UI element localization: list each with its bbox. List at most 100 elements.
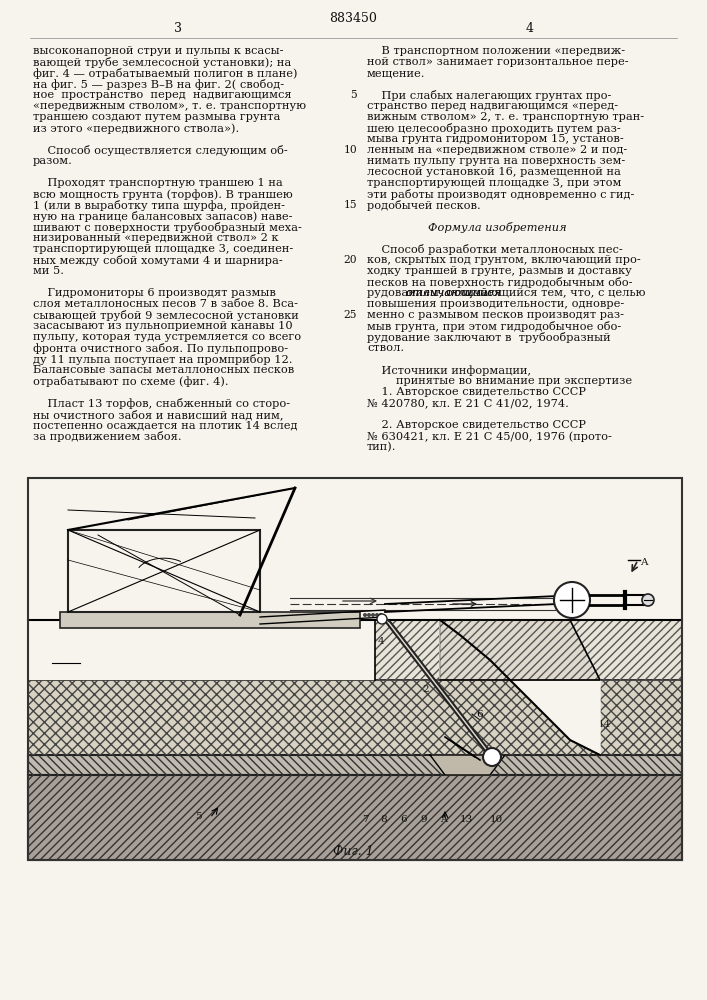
Text: лесосной установкой 16, размещенной на: лесосной установкой 16, размещенной на — [367, 167, 621, 177]
Text: Балансовые запасы металлоносных песков: Балансовые запасы металлоносных песков — [33, 365, 294, 375]
Text: 2. Авторское свидетельство СССР: 2. Авторское свидетельство СССР — [367, 420, 586, 430]
Text: рудованием, отличающийся тем, что, с целью: рудованием, отличающийся тем, что, с цел… — [367, 288, 645, 298]
Polygon shape — [440, 620, 600, 755]
Text: пульпу, которая туда устремляется со всего: пульпу, которая туда устремляется со все… — [33, 332, 301, 342]
Circle shape — [377, 614, 387, 624]
Text: 5: 5 — [363, 637, 370, 646]
Text: 20: 20 — [344, 255, 357, 265]
Text: 1. Авторское свидетельство СССР: 1. Авторское свидетельство СССР — [367, 387, 586, 397]
Text: Пласт 13 торфов, снабженный со сторо-: Пласт 13 торфов, снабженный со сторо- — [33, 398, 290, 409]
Text: Проходят транспортную траншею 1 на: Проходят транспортную траншею 1 на — [33, 178, 283, 188]
Text: траншею создают путем размыва грунта: траншею создают путем размыва грунта — [33, 112, 281, 122]
Text: 4: 4 — [526, 22, 534, 35]
Text: мыва грунта гидромонитором 15, установ-: мыва грунта гидромонитором 15, установ- — [367, 134, 624, 144]
Text: A: A — [640, 558, 648, 567]
Text: фиг. 4 — отрабатываемый полигон в плане): фиг. 4 — отрабатываемый полигон в плане) — [33, 68, 298, 79]
Text: 5: 5 — [195, 812, 201, 821]
Circle shape — [371, 613, 375, 617]
Bar — [28, 620, 682, 680]
Text: Гидромониторы 6 производят размыв: Гидромониторы 6 производят размыв — [33, 288, 276, 298]
Text: 4: 4 — [378, 637, 385, 646]
Text: низированный «передвижной ствол» 2 к: низированный «передвижной ствол» 2 к — [33, 233, 279, 243]
Text: вижным стволом» 2, т. е. транспортную тран-: вижным стволом» 2, т. е. транспортную тр… — [367, 112, 644, 122]
Circle shape — [379, 613, 383, 617]
Text: повышения производительности, одновре-: повышения производительности, одновре- — [367, 299, 624, 309]
Text: 883450: 883450 — [329, 12, 377, 25]
Text: 6: 6 — [476, 710, 483, 719]
Text: отличающийся: отличающийся — [406, 288, 502, 298]
Text: ми 5.: ми 5. — [33, 266, 64, 276]
Text: засасывают из пульноприемной канавы 10: засасывают из пульноприемной канавы 10 — [33, 321, 293, 331]
Text: менно с размывом песков производят раз-: менно с размывом песков производят раз- — [367, 310, 624, 320]
Bar — [28, 775, 682, 860]
Text: отрабатывают по схеме (фиг. 4).: отрабатывают по схеме (фиг. 4). — [33, 376, 228, 387]
Circle shape — [367, 613, 371, 617]
Text: Источники информации,: Источники информации, — [367, 365, 531, 376]
Text: нимать пульпу грунта на поверхность зем-: нимать пульпу грунта на поверхность зем- — [367, 156, 625, 166]
Bar — [28, 478, 682, 620]
Text: «передвижным стволом», т. е. транспортную: «передвижным стволом», т. е. транспортну… — [33, 101, 306, 111]
Text: ны очистного забоя и нависший над ним,: ны очистного забоя и нависший над ним, — [33, 409, 284, 420]
Text: 7: 7 — [362, 815, 368, 824]
Circle shape — [483, 748, 501, 766]
Text: 1: 1 — [42, 660, 49, 670]
Text: Фиг. 1: Фиг. 1 — [332, 845, 373, 858]
Text: 1 (или в выработку типа шурфа, пройден-: 1 (или в выработку типа шурфа, пройден- — [33, 200, 285, 211]
Text: за продвижением забоя.: за продвижением забоя. — [33, 431, 182, 442]
Text: на фиг. 5 — разрез В–В на фиг. 2( свобод-: на фиг. 5 — разрез В–В на фиг. 2( свобод… — [33, 79, 284, 90]
Text: 25: 25 — [344, 310, 357, 320]
Bar — [28, 680, 682, 755]
Text: ной ствол» занимает горизонтальное пере-: ной ствол» занимает горизонтальное пере- — [367, 57, 629, 67]
Text: 2: 2 — [422, 685, 428, 694]
Text: Способ разработки металлоносных пес-: Способ разработки металлоносных пес- — [367, 244, 623, 255]
Bar — [28, 680, 682, 755]
Text: 13: 13 — [460, 815, 473, 824]
Bar — [28, 775, 682, 860]
Text: высоконапорной струи и пульпы к всасы-: высоконапорной струи и пульпы к всасы- — [33, 46, 284, 56]
Text: A: A — [440, 815, 447, 824]
Text: ную на границе балансовых запасов) навe-: ную на границе балансовых запасов) навe- — [33, 211, 293, 222]
Text: 10: 10 — [490, 815, 503, 824]
Text: 5: 5 — [350, 90, 357, 100]
Text: Формула изобретения: Формула изобретения — [428, 222, 566, 233]
Text: отличающийся: отличающийся — [406, 288, 497, 298]
Text: 8: 8 — [380, 815, 387, 824]
Text: ное  пространство  перед  надвигающимся: ное пространство перед надвигающимся — [33, 90, 291, 100]
Text: 9: 9 — [420, 815, 426, 824]
Text: 12: 12 — [128, 548, 141, 557]
Text: принятые во внимание при экспертизе: принятые во внимание при экспертизе — [367, 376, 632, 386]
Circle shape — [642, 594, 654, 606]
Circle shape — [554, 582, 590, 618]
Text: № 420780, кл. Е 21 С 41/02, 1974.: № 420780, кл. Е 21 С 41/02, 1974. — [367, 398, 569, 408]
Bar — [28, 755, 682, 775]
Text: ствол.: ствол. — [367, 343, 404, 353]
Text: всю мощность грунта (торфов). В траншею: всю мощность грунта (торфов). В траншею — [33, 189, 293, 200]
Text: транспортирующей площадке 3, соединен-: транспортирующей площадке 3, соединен- — [33, 244, 293, 254]
Polygon shape — [380, 614, 498, 761]
Text: шивают с поверхности трубообразный меха-: шивают с поверхности трубообразный меха- — [33, 222, 302, 233]
Text: из этого «передвижного ствола»).: из этого «передвижного ствола»). — [33, 123, 239, 134]
Text: ков, скрытых под грунтом, включающий про-: ков, скрытых под грунтом, включающий про… — [367, 255, 641, 265]
Text: 3: 3 — [306, 640, 312, 649]
Text: странство перед надвигающимся «перед-: странство перед надвигающимся «перед- — [367, 101, 618, 111]
Bar — [68, 530, 260, 612]
Bar — [28, 478, 682, 860]
Text: ных между собой хомутами 4 и шарнира-: ных между собой хомутами 4 и шарнира- — [33, 255, 283, 266]
Text: сывающей трубой 9 землесосной установки: сывающей трубой 9 землесосной установки — [33, 310, 299, 321]
Text: 3: 3 — [174, 22, 182, 35]
Text: разом.: разом. — [33, 156, 73, 166]
Text: 11: 11 — [230, 600, 243, 609]
Bar — [28, 620, 375, 680]
Text: ду 11 пульпа поступает на промприбор 12.: ду 11 пульпа поступает на промприбор 12. — [33, 354, 293, 365]
Polygon shape — [440, 620, 600, 680]
Text: В транспортном положении «передвиж-: В транспортном положении «передвиж- — [367, 46, 625, 56]
Text: 10: 10 — [344, 145, 357, 155]
Text: фронта очистного забоя. По пульпопрово-: фронта очистного забоя. По пульпопрово- — [33, 343, 288, 354]
Text: постепенно осаждается на плотик 14 вслед: постепенно осаждается на плотик 14 вслед — [33, 420, 298, 430]
Circle shape — [375, 613, 379, 617]
Text: песков на поверхность гидродобычным обо-: песков на поверхность гидродобычным обо- — [367, 277, 633, 288]
Text: ходку траншей в грунте, размыв и доставку: ходку траншей в грунте, размыв и доставк… — [367, 266, 632, 276]
Text: 15: 15 — [344, 200, 357, 210]
Text: мещение.: мещение. — [367, 68, 426, 78]
Bar — [28, 755, 682, 775]
